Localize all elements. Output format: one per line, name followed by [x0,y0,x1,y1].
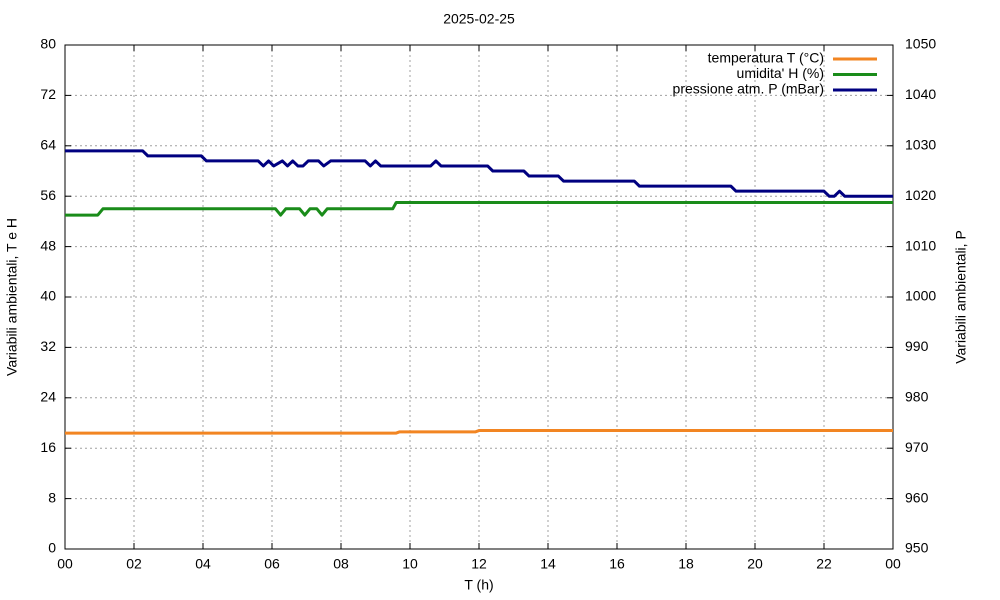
x-tick-label: 20 [747,556,763,572]
x-tick-label: 22 [816,556,832,572]
y2-tick-label: 1010 [905,237,936,253]
x-tick-label: 18 [678,556,694,572]
y2-tick-label: 990 [905,338,929,354]
legend-label: temperatura T (°C) [708,50,824,66]
y2-tick-label: 980 [905,389,929,405]
y-tick-label: 48 [40,237,56,253]
y-tick-label: 72 [40,86,56,102]
plot-frame [64,44,894,550]
y-tick-label: 24 [40,389,56,405]
legend-label: pressione atm. P (mBar) [673,81,824,97]
series-line [65,149,893,198]
y-tick-label: 32 [40,338,56,354]
y2-tick-label: 1050 [905,36,936,52]
y-tick-label: 8 [48,489,56,505]
series-line [65,429,893,435]
x-tick-label: 00 [885,556,901,572]
y-tick-label: 80 [40,36,56,52]
y-tick-label: 16 [40,439,56,455]
chart-title: 2025-02-25 [443,11,515,27]
x-tick-label: 12 [471,556,487,572]
x-tick-label: 14 [540,556,556,572]
legend-label: umidita' H (%) [737,65,824,81]
y2-tick-label: 960 [905,489,929,505]
y2-tick-label: 950 [905,540,929,556]
y2-tick-label: 1000 [905,288,936,304]
y2-tick-label: 1020 [905,187,936,203]
y-tick-label: 0 [48,540,56,556]
x-tick-label: 00 [57,556,73,572]
y-tick-label: 56 [40,187,56,203]
y2-axis-label: Variabili ambientali, P [953,230,969,364]
y-tick-label: 40 [40,288,56,304]
x-tick-label: 02 [126,556,142,572]
x-axis-label: T (h) [464,577,493,593]
y-axis-label: Variabili ambientali, T e H [4,218,20,376]
y2-tick-label: 1040 [905,86,936,102]
series-line [65,201,893,217]
y2-tick-label: 1030 [905,137,936,153]
x-tick-label: 06 [264,556,280,572]
y2-tick-label: 970 [905,439,929,455]
x-tick-label: 10 [402,556,418,572]
y-tick-label: 64 [40,137,56,153]
x-tick-label: 08 [333,556,349,572]
x-tick-label: 04 [195,556,211,572]
x-tick-label: 16 [609,556,625,572]
